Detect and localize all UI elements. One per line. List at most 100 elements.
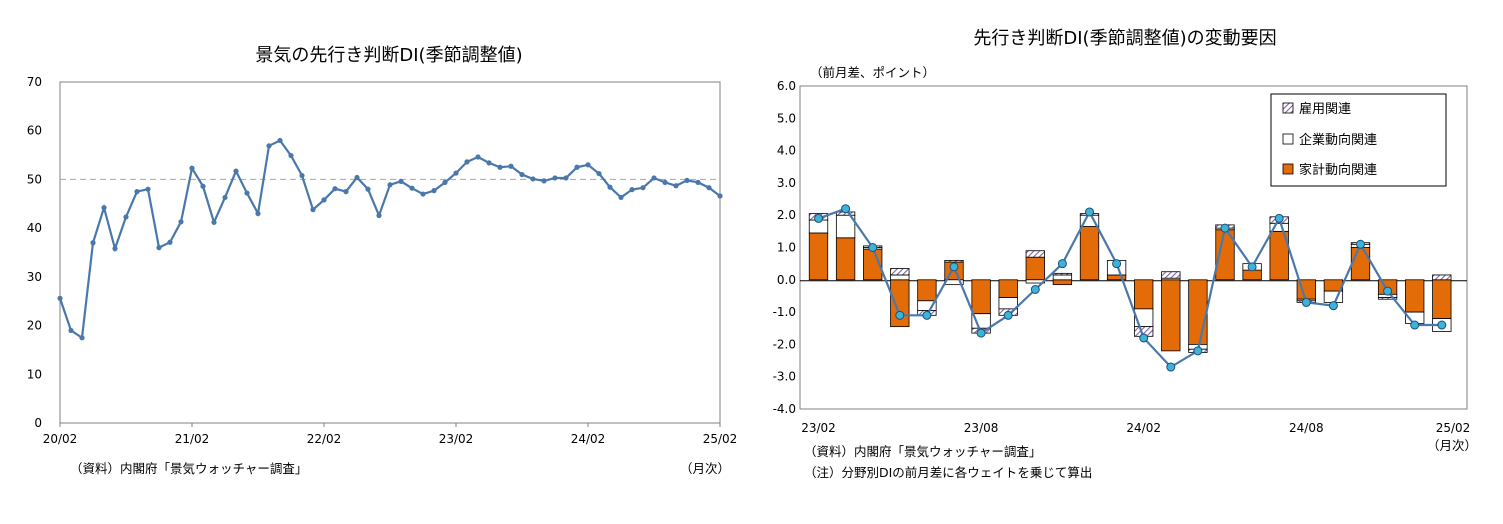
left-data-point: [530, 176, 536, 182]
left-data-point: [398, 178, 404, 184]
bar-employment: [890, 268, 910, 276]
total-line-point: [1193, 346, 1203, 356]
left-data-point: [552, 175, 558, 181]
left-data-point: [321, 197, 327, 203]
total-line-point: [1328, 301, 1338, 311]
left-data-point: [453, 170, 459, 176]
left-plot-area: [59, 81, 721, 424]
right-y-axis: -4.0 -3.0 -2.0 -1.0 0.0 1.0 2.0 3.0 4.0 5.0 6.0: [773, 79, 796, 416]
left-data-point: [618, 194, 624, 201]
left-data-point: [178, 219, 184, 225]
left-data-point: [123, 214, 129, 220]
right-x-tick-label: 25/02: [1436, 421, 1471, 435]
right-y-tick-label: 0.0: [777, 273, 796, 287]
left-data-point: [629, 187, 635, 193]
right-y-tick-label: 6.0: [777, 79, 796, 93]
bar-household: [1188, 279, 1208, 345]
left-data-point: [134, 189, 140, 195]
bar-household: [1134, 279, 1154, 310]
left-data-point: [343, 189, 349, 195]
left-data-point: [244, 190, 250, 196]
bar-household: [1432, 279, 1452, 319]
left-data-point: [541, 178, 547, 184]
total-line-point: [976, 328, 986, 338]
left-data-point: [464, 159, 470, 165]
left-data-point: [310, 207, 316, 213]
right-y-tick-label: 3.0: [777, 176, 796, 190]
total-line-point: [1301, 297, 1311, 307]
bar-household: [808, 232, 829, 281]
right-y-tick-label: 4.0: [777, 144, 796, 158]
total-line-point: [1166, 362, 1176, 372]
bar-household: [835, 237, 856, 281]
left-data-point: [662, 179, 668, 185]
left-x-tick-label: 24/02: [571, 432, 606, 446]
left-data-point: [640, 185, 646, 191]
left-data-point: [420, 191, 426, 197]
legend-swatch-household: [1282, 163, 1294, 175]
left-data-point: [563, 175, 569, 181]
right-y-tick-label: 1.0: [777, 241, 796, 255]
left-data-point: [255, 210, 261, 217]
total-line-point: [1356, 239, 1365, 249]
left-data-point: [431, 188, 437, 194]
total-line-point: [1274, 213, 1284, 223]
total-line-point: [895, 310, 905, 320]
right-x-tick-label: 24/02: [1126, 421, 1161, 435]
bar-household: [1079, 226, 1100, 281]
right-y-tick-label: 5.0: [777, 111, 796, 125]
bar-employment: [1161, 271, 1181, 279]
left-data-point: [189, 165, 195, 171]
right-source-note: （資料）内閣府「景気ウォッチャー調査」: [804, 444, 1041, 459]
left-data-point: [585, 162, 591, 168]
total-line-point: [814, 213, 823, 223]
bar-corporate: [890, 274, 910, 281]
legend-label-employment: 雇用関連: [1299, 101, 1351, 117]
left-y-tick-label: 0: [34, 416, 42, 430]
left-series-line: [57, 137, 723, 341]
bar-household: [1405, 279, 1425, 313]
right-y-tick-label: -2.0: [773, 337, 796, 351]
bar-employment: [1025, 250, 1045, 258]
total-line-point: [1437, 320, 1447, 330]
right-total-line: [814, 204, 1447, 372]
bar-corporate: [1052, 274, 1073, 281]
right-chart: 先行き判断DI(季節調整値)の変動要因 （前月差、ポイント） -4.0-3.0-…: [773, 28, 1477, 480]
right-x-unit: （月次）: [1427, 438, 1477, 453]
total-line-point: [868, 243, 878, 252]
bar-employment: [1432, 274, 1452, 281]
left-data-point: [387, 182, 393, 188]
bar-employment: [1377, 297, 1398, 300]
left-data-point: [222, 194, 228, 201]
right-method-note: （注）分野別DIの前月差に各ウェイトを乗じて算出: [804, 465, 1092, 480]
left-y-axis: 0 10 20 30 40 50 60 70: [27, 75, 42, 430]
bar-household: [1025, 256, 1045, 281]
left-data-point: [607, 184, 613, 190]
total-line-point: [922, 310, 932, 320]
left-data-point: [57, 295, 63, 301]
right-x-axis: 23/02 23/08 24/02 24/08 25/02: [801, 421, 1470, 435]
left-data-point: [475, 154, 481, 160]
left-data-point: [684, 177, 690, 184]
total-line-point: [1057, 259, 1067, 269]
total-line-point: [1112, 259, 1122, 269]
bar-employment: [1052, 272, 1073, 276]
left-source-note: （資料）内閣府「景気ウォッチャー調査」: [70, 461, 307, 476]
right-x-tick-label: 23/02: [801, 421, 836, 435]
left-data-point: [695, 179, 701, 185]
left-data-point: [277, 137, 283, 144]
total-line-point: [1139, 333, 1149, 343]
legend-label-household: 家計動向関連: [1299, 162, 1377, 178]
left-y-tick-label: 50: [27, 172, 42, 186]
left-data-point: [332, 186, 338, 192]
left-chart-title: 景気の先行き判断DI(季節調整値): [255, 45, 522, 66]
left-data-point: [409, 185, 415, 191]
bar-employment: [944, 260, 964, 263]
left-data-point: [112, 246, 118, 252]
legend-swatch-corporate: [1282, 133, 1294, 145]
left-x-tick-label: 20/02: [43, 432, 78, 446]
bar-household: [917, 279, 937, 302]
left-x-tick-label: 25/02: [703, 432, 738, 446]
